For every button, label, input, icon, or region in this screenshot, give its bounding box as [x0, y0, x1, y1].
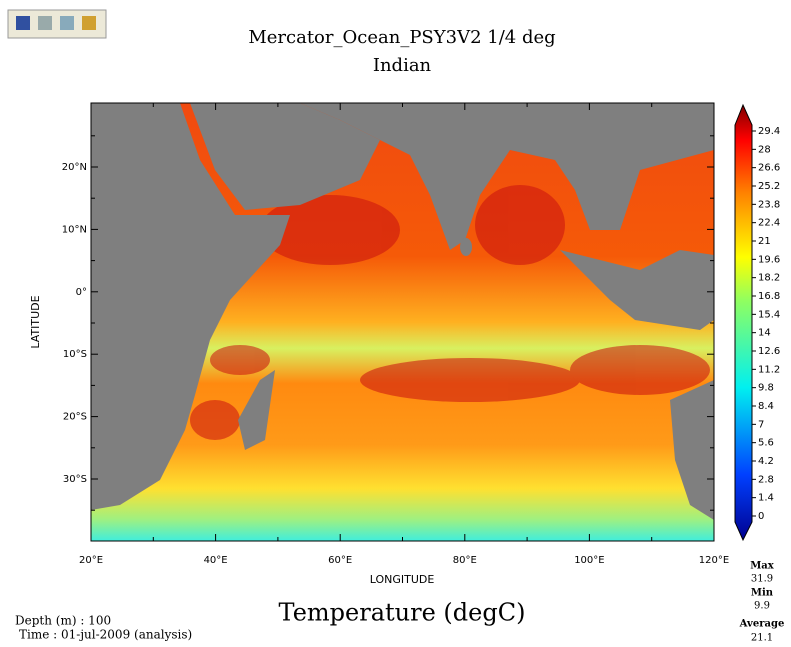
colorbar-label: 18.2: [758, 273, 780, 284]
stat-value: 21.1: [751, 633, 773, 644]
colorbar-label: 29.4: [758, 126, 780, 137]
colorbar: 0 1.4 2.8 4.2 5.6 7 8.4 9.8 11.2 12.6 14 15.4 16.8 18…: [734, 103, 780, 542]
africa: [91, 103, 290, 510]
colorbar-label: 9.8: [758, 383, 774, 394]
colorbar-label: 26.6: [758, 163, 780, 174]
colorbar-label: 15.4: [758, 309, 780, 320]
subtitle: Indian: [373, 55, 432, 76]
colorbar-label: 25.2: [758, 181, 780, 192]
mail-icon[interactable]: [60, 16, 74, 30]
colorbar-label: 2.8: [758, 474, 774, 485]
asia: [300, 103, 714, 250]
stats: Max 31.9 Min 9.9 Average 21.1: [739, 561, 785, 644]
colorbar-label: 12.6: [758, 346, 780, 357]
y-tick-label: 20°N: [62, 162, 87, 173]
colorbar-label: 1.4: [758, 493, 774, 504]
save-icon[interactable]: [16, 16, 30, 30]
colorbar-label: 11.2: [758, 364, 780, 375]
x-tick-label: 60°E: [328, 555, 352, 566]
x-axis: 20°E 40°E 60°E 80°E 100°E 120°E: [79, 103, 729, 566]
title: Mercator_Ocean_PSY3V2 1/4 deg: [248, 27, 555, 48]
arabia: [190, 103, 380, 210]
x-tick-label: 40°E: [204, 555, 228, 566]
y-tick-label: 10°N: [62, 224, 87, 235]
colorbar-label: 4.2: [758, 456, 774, 467]
colorbar-label: 14: [758, 328, 771, 339]
x-tick-label: 120°E: [699, 555, 729, 566]
toolbar: [7, 9, 107, 39]
y-tick-label: 10°S: [63, 349, 87, 360]
madagascar: [238, 370, 275, 450]
stat-value: 9.9: [754, 601, 770, 612]
colorbar-label: 28: [758, 144, 771, 155]
colorbar-label: 8.4: [758, 401, 774, 412]
y-axis-label: LATITUDE: [29, 295, 42, 348]
colorbar-label: 19.6: [758, 254, 780, 265]
stat-label: Max: [750, 561, 775, 572]
y-tick-label: 30°S: [63, 474, 87, 485]
colorbar-label: 23.8: [758, 199, 780, 210]
stat-label: Average: [739, 619, 785, 630]
stat-label: Min: [751, 588, 774, 599]
map: [90, 102, 715, 542]
colorbar-label: 21: [758, 236, 771, 247]
colorbar-body: [734, 103, 753, 542]
depth: Depth (m) : 100: [15, 614, 111, 628]
colorbar-label: 5.6: [758, 438, 774, 449]
x-axis-label: LONGITUDE: [370, 573, 435, 586]
stat-value: 31.9: [751, 574, 773, 585]
y-tick-label: 0°: [76, 287, 87, 298]
colorbar-label: 0: [758, 511, 764, 522]
indonesia: [560, 250, 714, 330]
warm-patches: [190, 185, 710, 440]
x-tick-label: 80°E: [453, 555, 477, 566]
colorbar-label: 7: [758, 419, 764, 430]
australia: [670, 380, 714, 520]
print-icon[interactable]: [38, 16, 52, 30]
y-axis: 20°N 10°N 0° 10°S 20°S 30°S: [62, 135, 714, 511]
variable-label: Temperature (degC): [279, 599, 526, 627]
export-icon[interactable]: [82, 16, 96, 30]
y-tick-label: 20°S: [63, 412, 87, 423]
time: Time : 01-jul-2009 (analysis): [19, 628, 192, 642]
sri-lanka: [460, 238, 472, 256]
x-tick-label: 20°E: [79, 555, 103, 566]
colorbar-label: 16.8: [758, 291, 780, 302]
x-tick-label: 100°E: [574, 555, 604, 566]
colorbar-label: 22.4: [758, 218, 780, 229]
